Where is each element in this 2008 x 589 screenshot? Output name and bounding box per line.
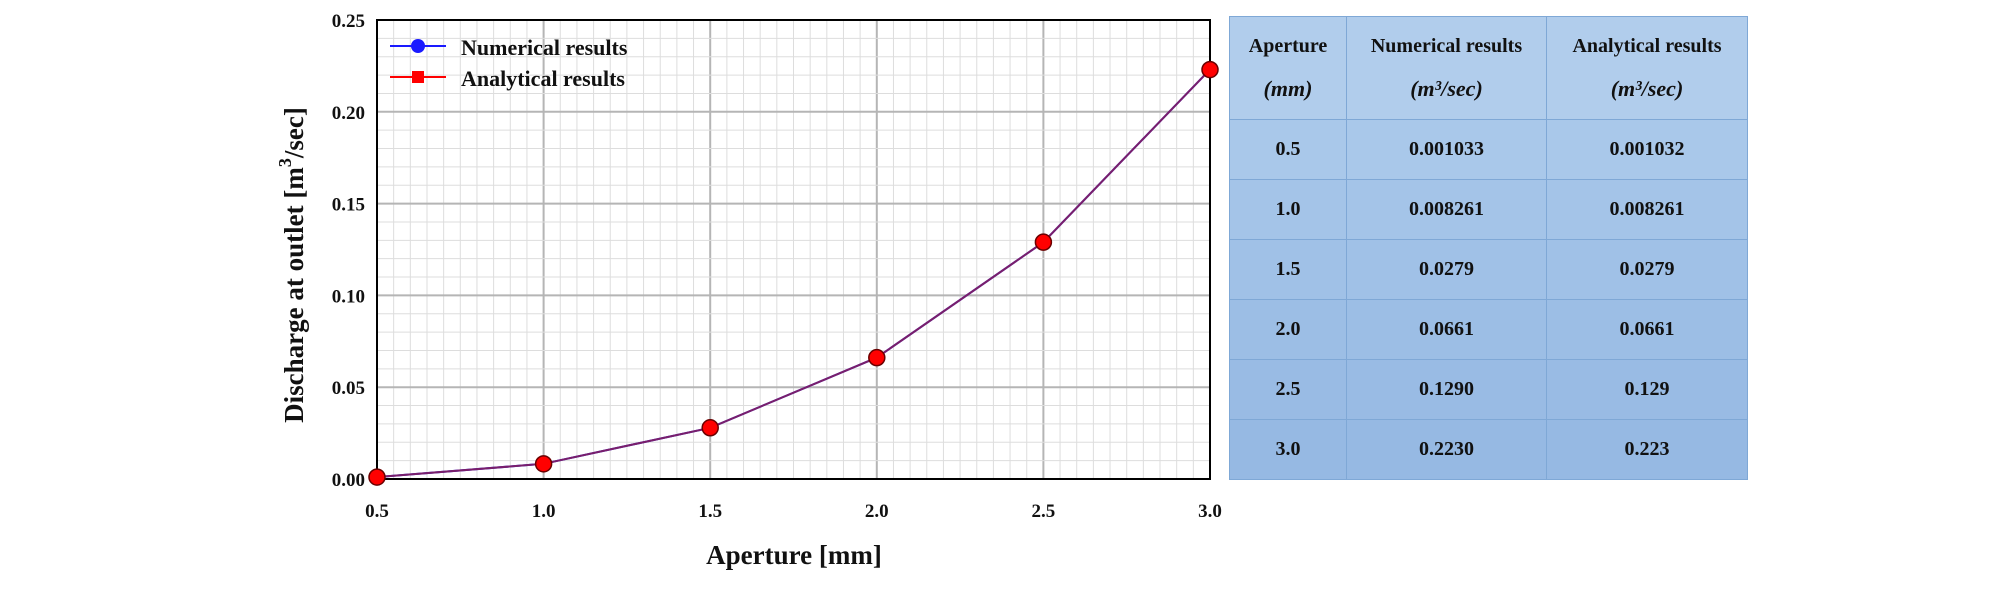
x-tick-label: 1.0 (532, 501, 556, 522)
x-axis-label: Aperture [mm] (706, 540, 882, 570)
cell-numerical: 0.001033 (1346, 119, 1547, 180)
header-aperture-unit: (mm) (1263, 76, 1313, 101)
cell-aperture: 3.0 (1229, 419, 1347, 480)
header-aperture: Aperture (mm) (1229, 16, 1347, 120)
x-tick-label: 2.0 (865, 501, 889, 522)
x-tick-label: 2.5 (1032, 501, 1056, 522)
cell-numerical: 0.0279 (1346, 239, 1547, 300)
cell-analytical: 0.0661 (1546, 299, 1748, 360)
header-analytical: Analytical results (m³/sec) (1546, 16, 1748, 120)
discharge-chart: 0.00 0.05 0.10 0.15 0.20 0.25 0.5 1.0 1.5 2.0 2.5… (275, 11, 1222, 570)
y-tick-label: 0.00 (332, 470, 365, 491)
data-points (368, 60, 1219, 486)
y-tick-label: 0.20 (332, 103, 365, 124)
legend-analytical-label: Analytical results (461, 66, 625, 91)
y-tick-label: 0.10 (332, 286, 365, 307)
cell-numerical: 0.2230 (1346, 419, 1547, 480)
table-row: 2.0 0.0661 0.0661 (1229, 299, 1748, 360)
results-table: Aperture (mm) Numerical results (m³/sec) A… (1229, 16, 1748, 480)
cell-analytical: 0.223 (1546, 419, 1748, 480)
table-row: 1.5 0.0279 0.0279 (1229, 239, 1748, 300)
y-tick-label: 0.05 (332, 378, 365, 399)
table-row: 3.0 0.2230 0.223 (1229, 419, 1748, 480)
cell-numerical: 0.008261 (1346, 179, 1547, 240)
x-tick-label: 0.5 (365, 501, 389, 522)
data-point (368, 468, 386, 486)
cell-aperture: 2.5 (1229, 359, 1347, 420)
header-numerical-unit: (m³/sec) (1410, 76, 1483, 101)
header-analytical-unit: (m³/sec) (1610, 76, 1684, 101)
y-tick-label: 0.25 (332, 11, 365, 32)
cell-analytical: 0.001032 (1546, 119, 1748, 180)
legend-numerical-label: Numerical results (461, 35, 628, 60)
chart-legend: Numerical results Analytical results (390, 35, 628, 91)
cell-numerical: 0.0661 (1346, 299, 1547, 360)
data-point (1201, 60, 1219, 79)
cell-aperture: 0.5 (1229, 119, 1347, 180)
data-point (868, 348, 886, 367)
y-tick-labels: 0.00 0.05 0.10 0.15 0.20 0.25 (332, 11, 365, 491)
x-tick-label: 3.0 (1198, 501, 1222, 522)
data-point (1034, 233, 1053, 251)
table-row: 2.5 0.1290 0.129 (1229, 359, 1748, 420)
plot-frame (376, 19, 1211, 480)
y-axis-label: Discharge at outlet [m3/sec] (275, 107, 309, 423)
y-axis-label-sup: 3 (275, 158, 295, 167)
cell-aperture: 1.0 (1229, 179, 1347, 240)
cell-analytical: 0.0279 (1546, 239, 1748, 300)
y-tick-label: 0.15 (332, 195, 365, 216)
table-row: 0.5 0.001033 0.001032 (1229, 119, 1748, 180)
legend-numerical-marker (411, 39, 425, 53)
legend-analytical-marker (412, 71, 424, 83)
header-numerical: Numerical results (m³/sec) (1346, 16, 1547, 120)
y-axis-label-main: Discharge at outlet [m (279, 167, 309, 423)
cell-analytical: 0.008261 (1546, 179, 1748, 240)
analytical-results-line (376, 68, 1211, 479)
cell-numerical: 0.1290 (1346, 359, 1547, 420)
x-tick-label: 1.5 (698, 501, 722, 522)
cell-analytical: 0.129 (1546, 359, 1748, 420)
cell-aperture: 1.5 (1229, 239, 1347, 300)
table-row: 1.0 0.008261 0.008261 (1229, 179, 1748, 240)
table-header-row: Aperture (mm) Numerical results (m³/sec) A… (1229, 16, 1748, 120)
data-point (701, 419, 719, 437)
data-point (534, 455, 553, 473)
y-axis-label-tail: /sec] (279, 107, 309, 159)
cell-aperture: 2.0 (1229, 299, 1347, 360)
x-tick-labels: 0.5 1.0 1.5 2.0 2.5 3.0 (365, 501, 1222, 522)
